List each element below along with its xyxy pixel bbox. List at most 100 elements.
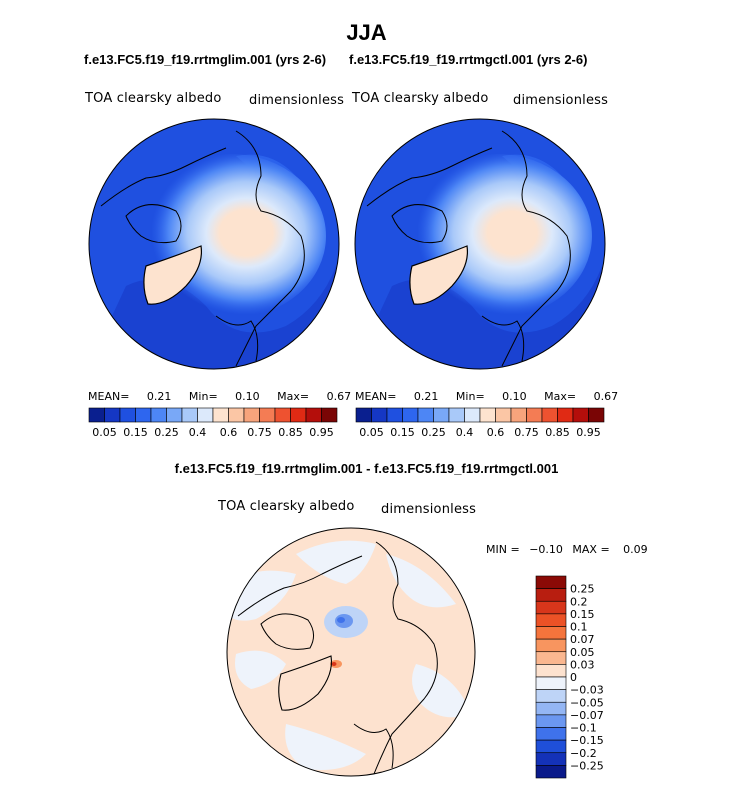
colorbar-swatch <box>464 407 481 423</box>
colorbar-swatch <box>535 676 567 690</box>
panel-2-stats: MEAN= 0.21 Min= 0.10 Max= 0.67 <box>355 390 618 403</box>
colorbar-swatch <box>181 407 198 423</box>
panel-1-case-title: f.e13.FC5.f19_f19.rrtmglim.001 (yrs 2-6) <box>84 52 327 67</box>
panel-2-mean-label: MEAN= <box>355 390 397 403</box>
colorbar-swatch <box>535 588 567 602</box>
colorbar-swatch <box>386 407 403 423</box>
panel-1-min-label: Min= <box>188 390 218 403</box>
colorbar-swatch <box>572 407 589 423</box>
colorbar-swatch <box>557 407 574 423</box>
diff-min-label: MIN = <box>486 543 520 556</box>
colorbar-tick-label: 0.4 <box>189 426 207 439</box>
colorbar-tick-label: 0.25 <box>154 426 179 439</box>
panel-2-mean-value: 0.21 <box>413 390 439 403</box>
colorbar-swatch <box>274 407 291 423</box>
colorbar-swatch <box>535 727 567 741</box>
colorbar-swatch <box>355 407 372 423</box>
colorbar-swatch <box>535 739 567 754</box>
colorbar-tick-label: −0.05 <box>570 696 604 709</box>
colorbar-tick-label: 0.85 <box>278 426 303 439</box>
colorbar-swatch <box>119 407 136 423</box>
panel-1-greenland-field <box>143 246 202 305</box>
colorbar-swatch <box>135 407 152 423</box>
colorbar-tick-label: −0.1 <box>570 722 597 735</box>
colorbar-swatch <box>588 407 605 423</box>
colorbar-swatch <box>228 407 245 423</box>
panel-2-colorbar: 0.05 0.15 0.25 0.4 0.6 0.75 0.85 0.95 <box>355 407 605 439</box>
colorbar-swatch <box>535 651 567 665</box>
colorbar-swatch <box>535 689 567 703</box>
diff-colorbar: 0.250.20.150.10.070.050.030−0.03−0.05−0.… <box>535 575 604 779</box>
colorbar-swatch <box>495 407 512 423</box>
colorbar-swatch <box>150 407 167 423</box>
panel-1-max-value: 0.67 <box>326 390 352 403</box>
colorbar-swatch <box>535 714 567 728</box>
colorbar-swatch <box>321 407 338 423</box>
colorbar-swatch <box>541 407 558 423</box>
panel-2-greenland-field <box>409 246 468 305</box>
colorbar-tick-label: 0.25 <box>570 583 595 596</box>
panel-2-max-value: 0.67 <box>593 390 619 403</box>
panel-1-max-label: Max= <box>277 390 310 403</box>
colorbar-swatch <box>526 407 543 423</box>
diff-stats: MIN = −0.10 MAX = 0.09 <box>486 543 648 556</box>
panel-2-min-value: 0.10 <box>502 390 527 403</box>
colorbar-swatch <box>535 613 567 627</box>
colorbar-swatch <box>479 407 496 423</box>
colorbar-swatch <box>535 575 567 589</box>
colorbar-swatch <box>305 407 322 423</box>
diff-max-value: 0.09 <box>623 543 648 556</box>
diff-variable-label: TOA clearsky albedo <box>218 499 355 514</box>
panel-2-map <box>354 118 606 370</box>
colorbar-tick-label: 0.75 <box>247 426 272 439</box>
colorbar-tick-label: 0.75 <box>514 426 539 439</box>
colorbar-tick-label: −0.15 <box>570 734 604 747</box>
colorbar-swatch <box>535 752 567 766</box>
colorbar-swatch <box>535 626 567 640</box>
diff-units-label: dimensionless <box>381 502 477 517</box>
colorbar-tick-label: 0.07 <box>570 633 595 646</box>
colorbar-swatch <box>88 407 105 423</box>
colorbar-tick-label: 0.15 <box>570 608 595 621</box>
colorbar-tick-label: 0.15 <box>390 426 415 439</box>
diff-min-value: −0.10 <box>529 543 563 556</box>
colorbar-swatch <box>535 765 567 779</box>
colorbar-tick-label: 0.05 <box>570 646 595 659</box>
panel-1-variable-label: TOA clearsky albedo <box>85 91 222 106</box>
colorbar-swatch <box>166 407 183 423</box>
colorbar-swatch <box>259 407 276 423</box>
colorbar-tick-label: 0.25 <box>421 426 446 439</box>
panel-2-units-label: dimensionless <box>513 93 609 108</box>
panel-1-colorbar: 0.05 0.15 0.25 0.4 0.6 0.75 0.85 0.95 <box>88 407 338 439</box>
colorbar-swatch <box>290 407 307 423</box>
colorbar-tick-label: 0.4 <box>456 426 474 439</box>
colorbar-swatch <box>510 407 527 423</box>
colorbar-tick-label: 0.1 <box>570 621 588 634</box>
colorbar-tick-label: −0.07 <box>570 709 604 722</box>
diff-map <box>226 527 476 777</box>
colorbar-swatch <box>243 407 260 423</box>
colorbar-tick-label: 0.05 <box>92 426 117 439</box>
panel-2-case-title: f.e13.FC5.f19_f19.rrtmgctl.001 (yrs 2-6) <box>349 52 588 67</box>
colorbar-tick-label: 0.2 <box>570 595 588 608</box>
colorbar-swatch <box>535 701 567 716</box>
diff-max-label: MAX = <box>572 543 610 556</box>
colorbar-tick-label: 0.95 <box>309 426 334 439</box>
colorbar-swatch <box>212 407 229 423</box>
panel-1-mean-label: MEAN= <box>88 390 130 403</box>
colorbar-swatch <box>417 407 434 423</box>
panel-1-units-label: dimensionless <box>249 93 345 108</box>
colorbar-tick-label: 0 <box>570 671 577 684</box>
panel-2-min-label: Min= <box>455 390 485 403</box>
panel-1-map <box>88 118 340 370</box>
colorbar-tick-label: 0.05 <box>359 426 384 439</box>
panel-1-mean-value: 0.21 <box>146 390 172 403</box>
figure-title: JJA <box>346 20 387 45</box>
colorbar-swatch <box>371 407 388 423</box>
colorbar-tick-label: 0.6 <box>220 426 238 439</box>
colorbar-tick-label: 0.85 <box>545 426 570 439</box>
diff-case-title: f.e13.FC5.f19_f19.rrtmglim.001 - f.e13.F… <box>174 461 559 476</box>
colorbar-swatch <box>433 407 450 423</box>
panel-2-max-label: Max= <box>544 390 577 403</box>
colorbar-tick-label: −0.03 <box>570 684 604 697</box>
